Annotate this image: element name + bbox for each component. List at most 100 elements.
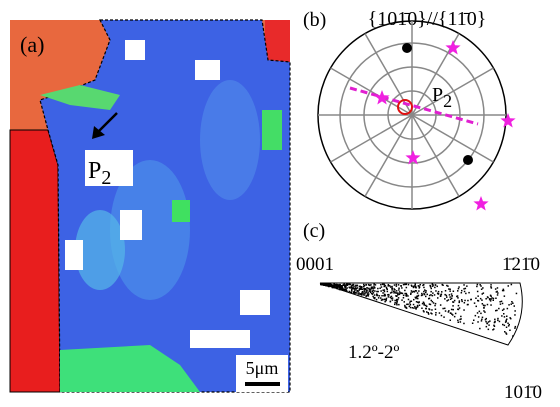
scatter-dot bbox=[422, 310, 425, 312]
scatter-dot bbox=[429, 284, 431, 287]
scatter-dot bbox=[387, 294, 389, 296]
scatter-dot bbox=[458, 307, 461, 309]
scatter-dot bbox=[434, 286, 436, 289]
scatter-dot bbox=[386, 290, 389, 293]
scatter-dot bbox=[403, 301, 405, 303]
scatter-dot bbox=[352, 286, 355, 288]
scatter-dot bbox=[412, 303, 415, 306]
scatter-dot bbox=[353, 288, 356, 290]
scatter-dot bbox=[409, 304, 412, 306]
scatter-dot bbox=[496, 309, 498, 312]
scatter-dot bbox=[398, 287, 400, 289]
scatter-dot bbox=[496, 287, 499, 289]
scatter-dot bbox=[391, 289, 393, 291]
scatter-dot bbox=[378, 295, 381, 297]
scatter-dot bbox=[391, 285, 393, 288]
scatter-dot bbox=[449, 319, 451, 321]
scatter-dot bbox=[418, 290, 420, 292]
scatter-dot bbox=[405, 306, 407, 309]
scatter-dot bbox=[452, 305, 454, 307]
scatter-dot bbox=[368, 290, 370, 292]
scatter-dot bbox=[486, 303, 489, 306]
scatter-dot bbox=[476, 290, 479, 293]
scatter-dot bbox=[392, 290, 395, 292]
scatter-dot bbox=[487, 321, 490, 323]
scatter-dot bbox=[396, 301, 398, 304]
scatter-dot bbox=[508, 323, 510, 326]
scatter-dot bbox=[493, 325, 496, 327]
scatter-dot bbox=[413, 291, 416, 293]
scatter-dot bbox=[383, 289, 386, 291]
scatter-dot bbox=[407, 283, 410, 286]
scatter-dot bbox=[366, 293, 369, 295]
scatter-dot bbox=[491, 297, 493, 299]
scatter-dot bbox=[371, 292, 373, 295]
scatter-dot bbox=[480, 285, 482, 287]
scatter-dot bbox=[482, 292, 485, 294]
scatter-dot bbox=[390, 295, 393, 298]
marker-circle bbox=[397, 99, 413, 115]
scatter-dot bbox=[495, 309, 497, 312]
scatter-dot bbox=[395, 283, 398, 286]
scatter-dot bbox=[401, 287, 403, 289]
scatter-dot bbox=[477, 295, 479, 297]
pole-dot bbox=[402, 43, 412, 53]
scatter-dot bbox=[450, 308, 453, 311]
scatter-dot bbox=[452, 290, 455, 292]
scatter-dot bbox=[373, 297, 376, 300]
scatter-dot bbox=[430, 287, 432, 290]
scatter-dot bbox=[446, 296, 448, 298]
inverse-pole-figure bbox=[319, 282, 523, 346]
scatter-dot bbox=[395, 302, 398, 305]
scatter-dot bbox=[346, 284, 349, 286]
scatter-dot bbox=[448, 310, 450, 312]
scatter-dot bbox=[416, 295, 418, 297]
scatter-dot bbox=[468, 291, 470, 294]
triangle bbox=[319, 282, 523, 346]
scatter-dot bbox=[336, 285, 338, 288]
region bbox=[110, 160, 190, 300]
scatter-dot bbox=[391, 299, 394, 301]
scatter-dot bbox=[510, 283, 513, 286]
scatter-dot bbox=[373, 283, 375, 285]
unindexed bbox=[240, 290, 270, 315]
scatter-dot bbox=[473, 302, 476, 304]
scatter-dot bbox=[345, 289, 347, 291]
scatter-dot bbox=[415, 308, 417, 310]
scatter-dot bbox=[336, 286, 339, 289]
letter: P bbox=[88, 158, 101, 184]
scatter-dot bbox=[445, 294, 448, 297]
scatter-dot bbox=[423, 311, 425, 313]
scatter-dot bbox=[473, 319, 475, 321]
unindexed bbox=[125, 40, 145, 60]
scatter-dot bbox=[449, 288, 451, 290]
scatter-dot bbox=[498, 307, 500, 310]
scatter-dot bbox=[415, 301, 418, 303]
scatter-dot bbox=[387, 296, 390, 298]
scatter-dot bbox=[425, 295, 427, 298]
scatter-dot bbox=[340, 287, 342, 290]
scatter-dot bbox=[488, 324, 490, 326]
scatter-dot bbox=[380, 290, 382, 292]
scatter-dot bbox=[382, 292, 384, 294]
scatter-dot bbox=[353, 290, 355, 293]
scatter-dot bbox=[460, 315, 462, 318]
scatter-dot bbox=[442, 284, 444, 286]
scatter-dot bbox=[416, 292, 419, 294]
scatter-dot bbox=[434, 308, 437, 310]
scatter-dot bbox=[441, 283, 443, 286]
corner-label: 0001 bbox=[296, 254, 334, 275]
scatter-dot bbox=[484, 318, 487, 321]
scatter-dot bbox=[487, 328, 490, 331]
scatter-dot bbox=[327, 285, 330, 288]
pole-star bbox=[473, 196, 489, 211]
scatter-dot bbox=[484, 311, 486, 313]
scatter-dot bbox=[459, 321, 462, 323]
meridian bbox=[364, 33, 413, 116]
scatter-dot bbox=[386, 287, 388, 290]
scatter-dot bbox=[361, 290, 364, 293]
scatter-dot bbox=[377, 290, 379, 293]
scatter-dot bbox=[368, 284, 370, 286]
scatter-dot bbox=[343, 284, 346, 287]
scatter-dot bbox=[389, 292, 392, 294]
